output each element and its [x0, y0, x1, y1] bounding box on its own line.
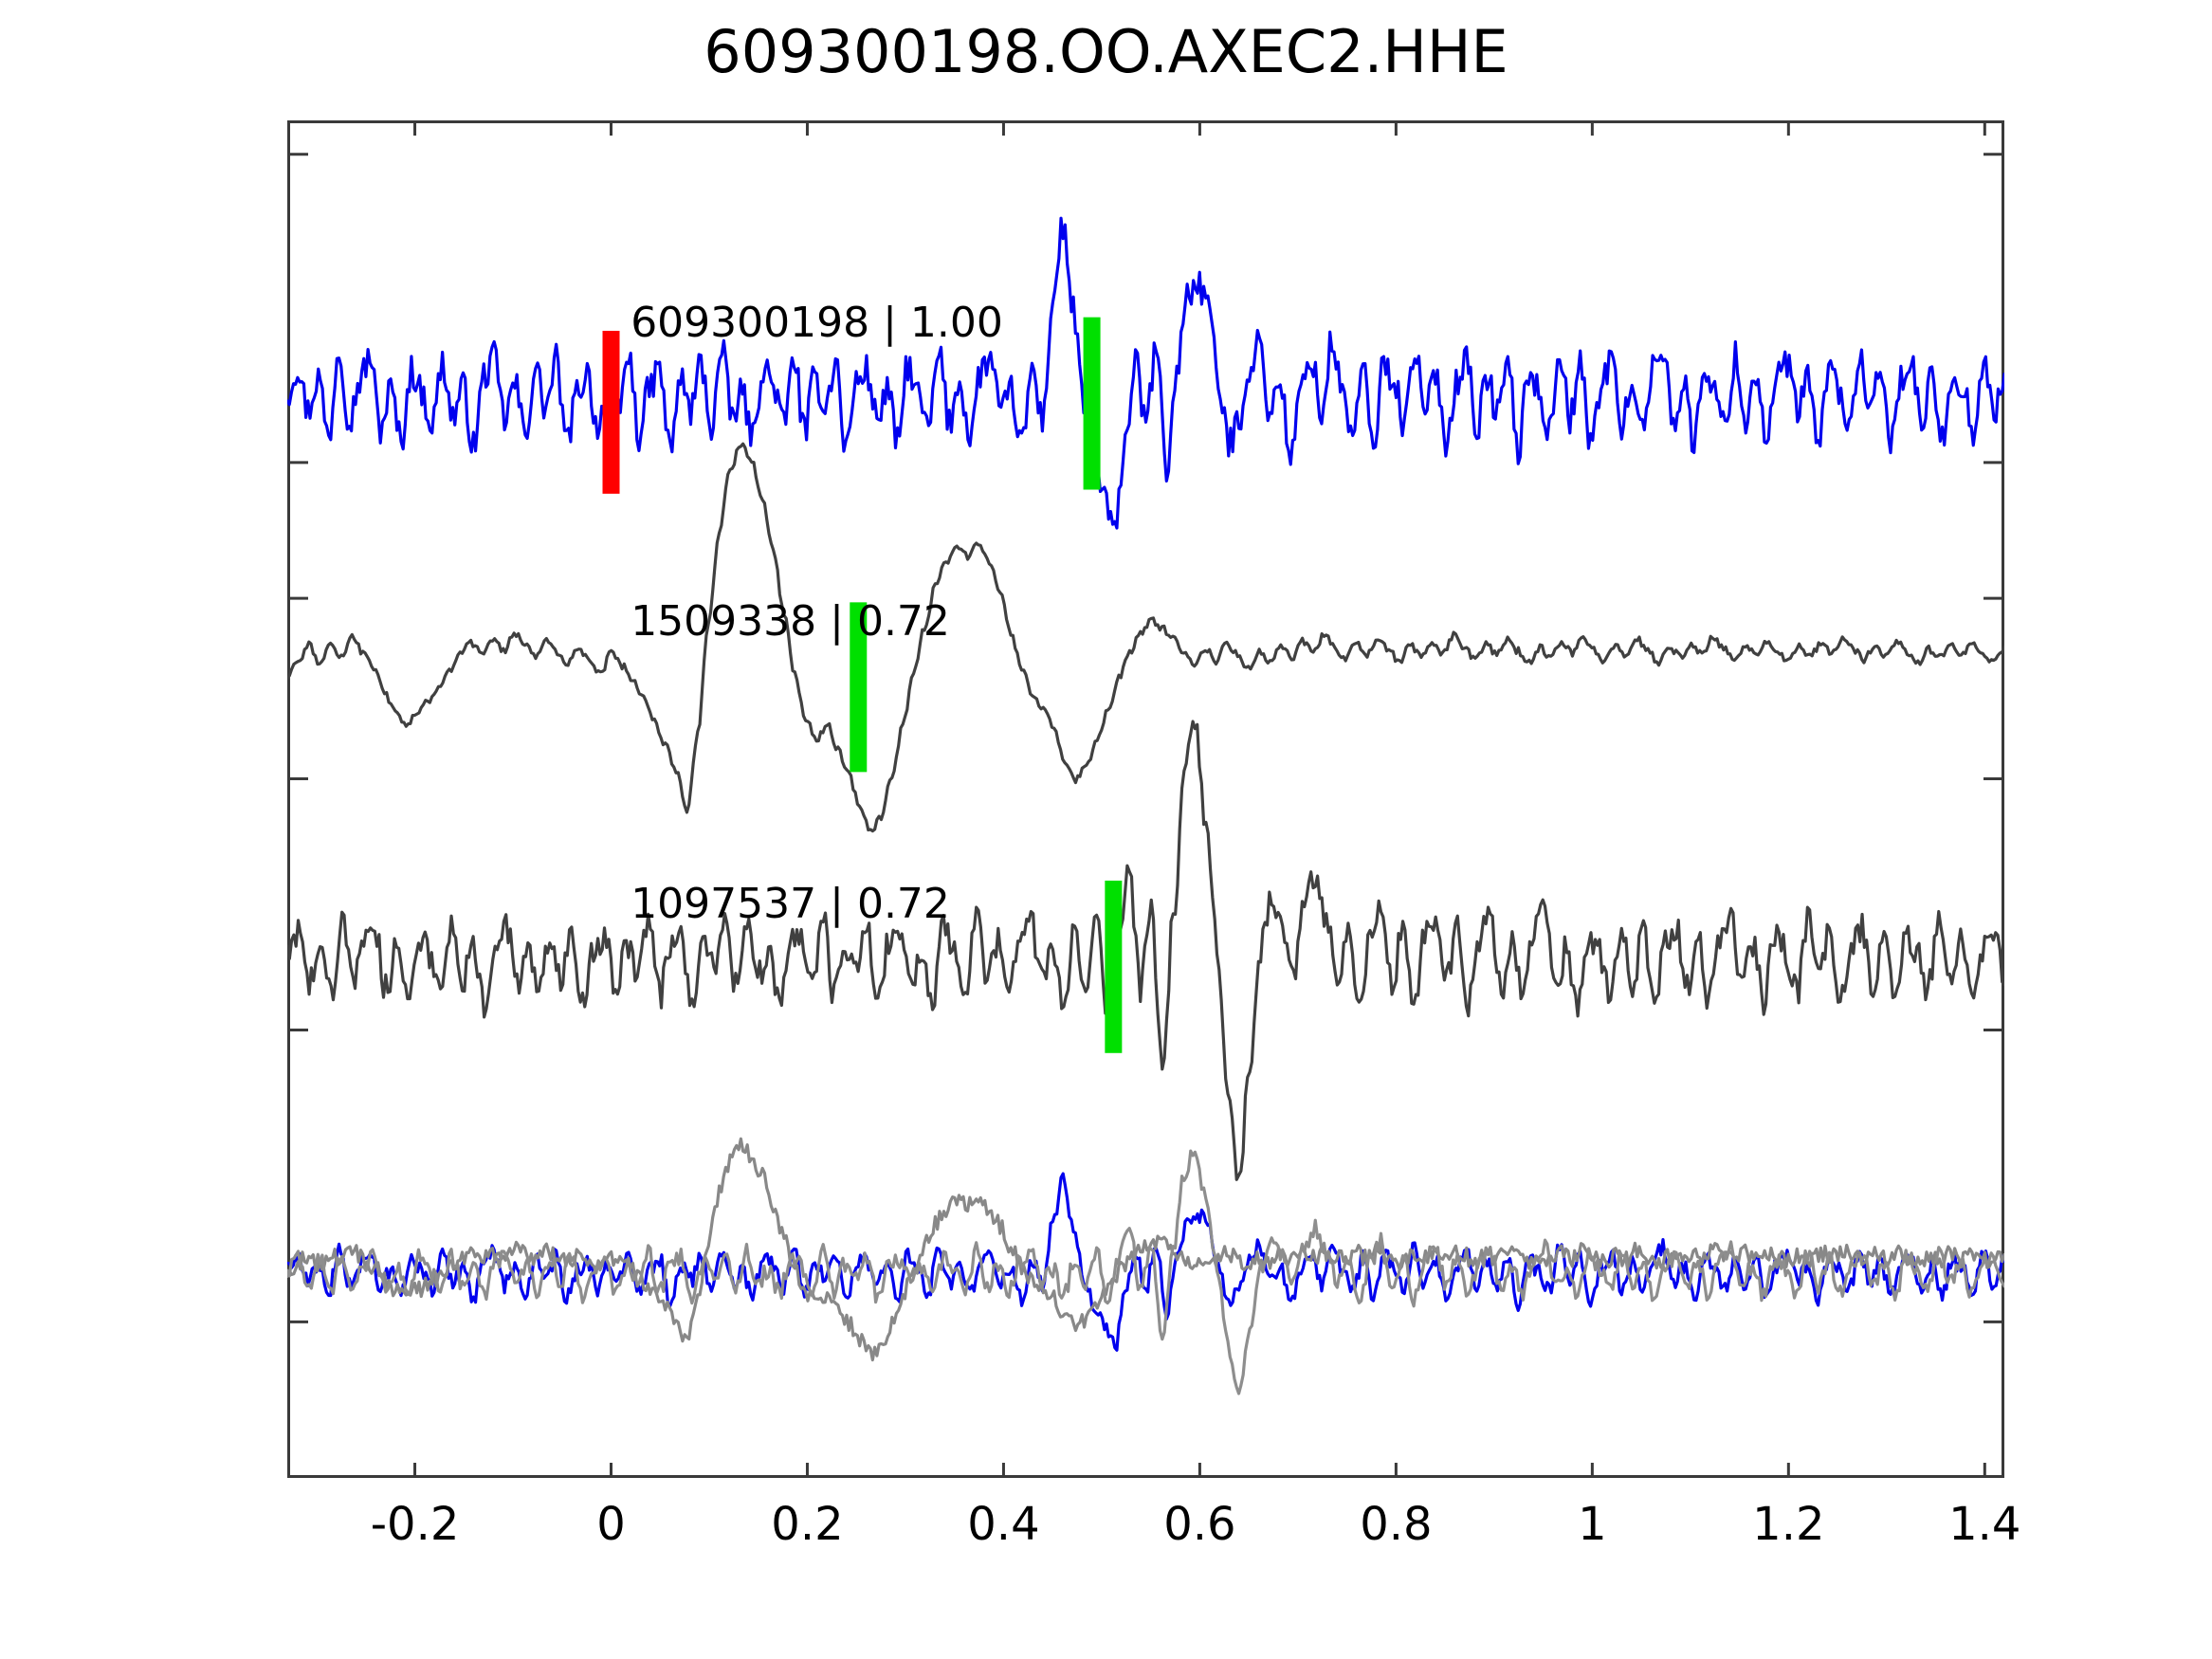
waveform-trace-1097537	[287, 720, 2004, 1181]
x-tick-label: 1	[1578, 1498, 1607, 1551]
axes-frame	[287, 120, 2004, 1478]
pick-red-marker-609300198	[602, 330, 620, 494]
waveform-trace-609300198	[287, 216, 2004, 530]
axes-frame-rect	[287, 120, 2004, 1478]
x-tick-label: 0.6	[1163, 1498, 1236, 1551]
x-tick-label: 0.2	[771, 1498, 844, 1551]
x-tick-label: -0.2	[370, 1498, 460, 1551]
waveform-trace-1097537-overlay	[287, 1149, 2004, 1395]
trace-label-1097537: 1097537 | 0.72	[631, 879, 950, 928]
waveform-trace-1509338-overlay	[287, 1137, 2004, 1362]
waveform-traces	[287, 216, 2004, 1395]
x-tick-label: 1.2	[1752, 1498, 1825, 1551]
page-title: 609300198.OO.AXEC2.HHE	[704, 17, 1508, 86]
pick-green-marker-609300198	[1083, 317, 1101, 490]
waveform-trace-1509338	[287, 442, 2004, 833]
x-tick-label: 0.8	[1360, 1498, 1433, 1551]
waveform-svg	[287, 120, 2004, 1478]
x-tick-label: 1.4	[1948, 1498, 2021, 1551]
x-axis-tick-labels: -0.2 0 0.2 0.4 0.6 0.8 1 1.2 1.4	[0, 1498, 2212, 1574]
trace-label-609300198: 609300198 | 1.00	[631, 298, 1003, 347]
plot-axes: 609300198 | 1.00 1509338 | 0.72 1097537 …	[287, 120, 2004, 1478]
waveform-trace-609300198-overlay	[287, 1172, 2004, 1352]
trace-label-1509338: 1509338 | 0.72	[631, 597, 950, 646]
phase-pick-markers	[602, 317, 1123, 1053]
pick-green-marker-1097537	[1105, 880, 1123, 1053]
y-tick-marks	[287, 153, 2004, 1323]
x-tick-label: 0	[596, 1498, 626, 1551]
x-tick-label: 0.4	[967, 1498, 1040, 1551]
x-tick-marks	[413, 120, 1986, 1478]
pick-green-marker-1509338	[850, 602, 868, 773]
